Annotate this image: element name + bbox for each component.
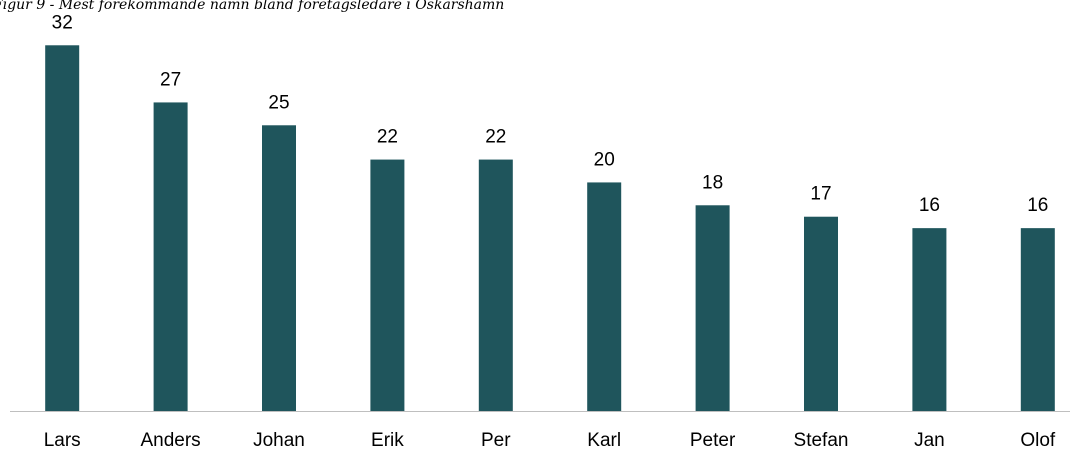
- bar: [370, 159, 405, 411]
- data-label: 27: [160, 69, 181, 90]
- data-label: 22: [377, 127, 398, 148]
- x-tick-label: Anders: [140, 430, 200, 451]
- data-label: 20: [594, 149, 615, 170]
- data-label: 16: [1027, 195, 1048, 216]
- data-label: 32: [52, 12, 73, 33]
- x-tick-label: Stefan: [794, 430, 849, 451]
- x-tick-label: Per: [481, 430, 511, 451]
- x-tick-label: Olof: [1020, 430, 1056, 451]
- bar: [587, 182, 622, 411]
- bar: [804, 216, 838, 411]
- bar: [912, 228, 947, 411]
- x-tick-label: Karl: [587, 430, 621, 451]
- bar: [478, 159, 513, 411]
- x-tick-label: Erik: [371, 430, 404, 451]
- bar: [45, 45, 80, 412]
- bar: [262, 125, 296, 412]
- bar: [695, 205, 730, 411]
- x-tick-label: Jan: [914, 430, 945, 451]
- data-label: 16: [919, 195, 940, 216]
- data-label: 22: [485, 127, 506, 148]
- chart-title: Figur 9 - Mest förekommande namn bland f…: [0, 0, 504, 13]
- x-tick-label: Peter: [690, 430, 736, 451]
- x-tick-label: Johan: [253, 430, 305, 451]
- x-tick-label: Lars: [44, 430, 81, 451]
- data-label: 18: [702, 172, 723, 193]
- bar: [153, 102, 188, 411]
- data-label: 17: [810, 184, 831, 205]
- data-label: 25: [268, 92, 289, 113]
- bar: [1020, 228, 1055, 411]
